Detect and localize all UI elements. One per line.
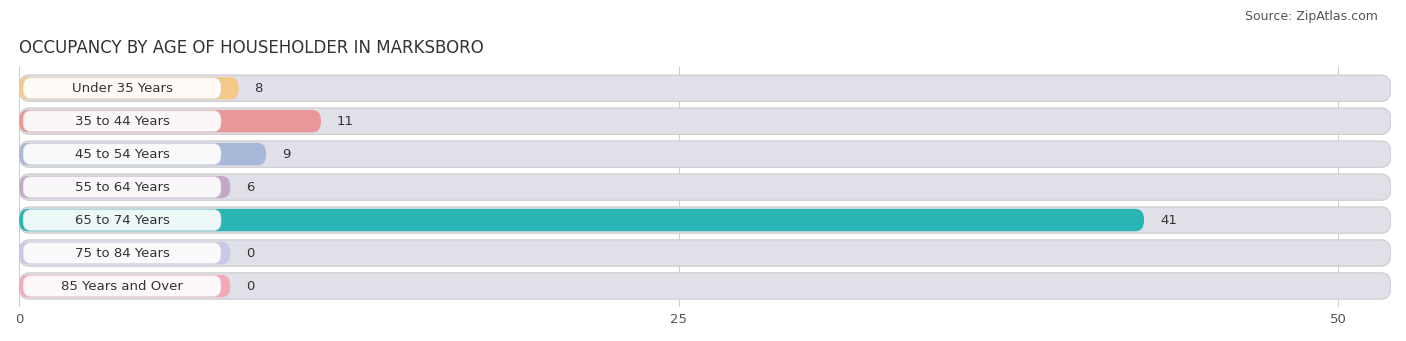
Text: Source: ZipAtlas.com: Source: ZipAtlas.com <box>1244 10 1378 23</box>
Text: 85 Years and Over: 85 Years and Over <box>60 280 183 293</box>
Text: 65 to 74 Years: 65 to 74 Years <box>75 213 170 226</box>
FancyBboxPatch shape <box>20 242 231 264</box>
FancyBboxPatch shape <box>20 275 231 297</box>
FancyBboxPatch shape <box>20 75 1391 101</box>
Text: 0: 0 <box>246 280 254 293</box>
FancyBboxPatch shape <box>22 177 221 197</box>
FancyBboxPatch shape <box>22 276 221 296</box>
FancyBboxPatch shape <box>20 209 1144 231</box>
FancyBboxPatch shape <box>22 210 221 231</box>
FancyBboxPatch shape <box>20 141 1391 167</box>
Text: 8: 8 <box>254 82 263 95</box>
FancyBboxPatch shape <box>22 111 221 132</box>
Text: 55 to 64 Years: 55 to 64 Years <box>75 181 170 194</box>
Text: 11: 11 <box>337 115 354 128</box>
FancyBboxPatch shape <box>20 143 266 165</box>
Text: 6: 6 <box>246 181 254 194</box>
Text: 41: 41 <box>1160 213 1177 226</box>
Text: 35 to 44 Years: 35 to 44 Years <box>75 115 170 128</box>
FancyBboxPatch shape <box>20 207 1391 233</box>
Text: OCCUPANCY BY AGE OF HOUSEHOLDER IN MARKSBORO: OCCUPANCY BY AGE OF HOUSEHOLDER IN MARKS… <box>20 39 484 57</box>
FancyBboxPatch shape <box>22 144 221 164</box>
FancyBboxPatch shape <box>20 174 1391 200</box>
Text: 0: 0 <box>246 247 254 260</box>
FancyBboxPatch shape <box>20 240 1391 266</box>
Text: Under 35 Years: Under 35 Years <box>72 82 173 95</box>
FancyBboxPatch shape <box>22 78 221 99</box>
FancyBboxPatch shape <box>20 108 1391 134</box>
FancyBboxPatch shape <box>20 176 231 198</box>
FancyBboxPatch shape <box>20 77 239 99</box>
FancyBboxPatch shape <box>20 110 321 132</box>
FancyBboxPatch shape <box>22 243 221 264</box>
FancyBboxPatch shape <box>20 273 1391 299</box>
Text: 9: 9 <box>283 148 290 161</box>
Text: 45 to 54 Years: 45 to 54 Years <box>75 148 170 161</box>
Text: 75 to 84 Years: 75 to 84 Years <box>75 247 170 260</box>
